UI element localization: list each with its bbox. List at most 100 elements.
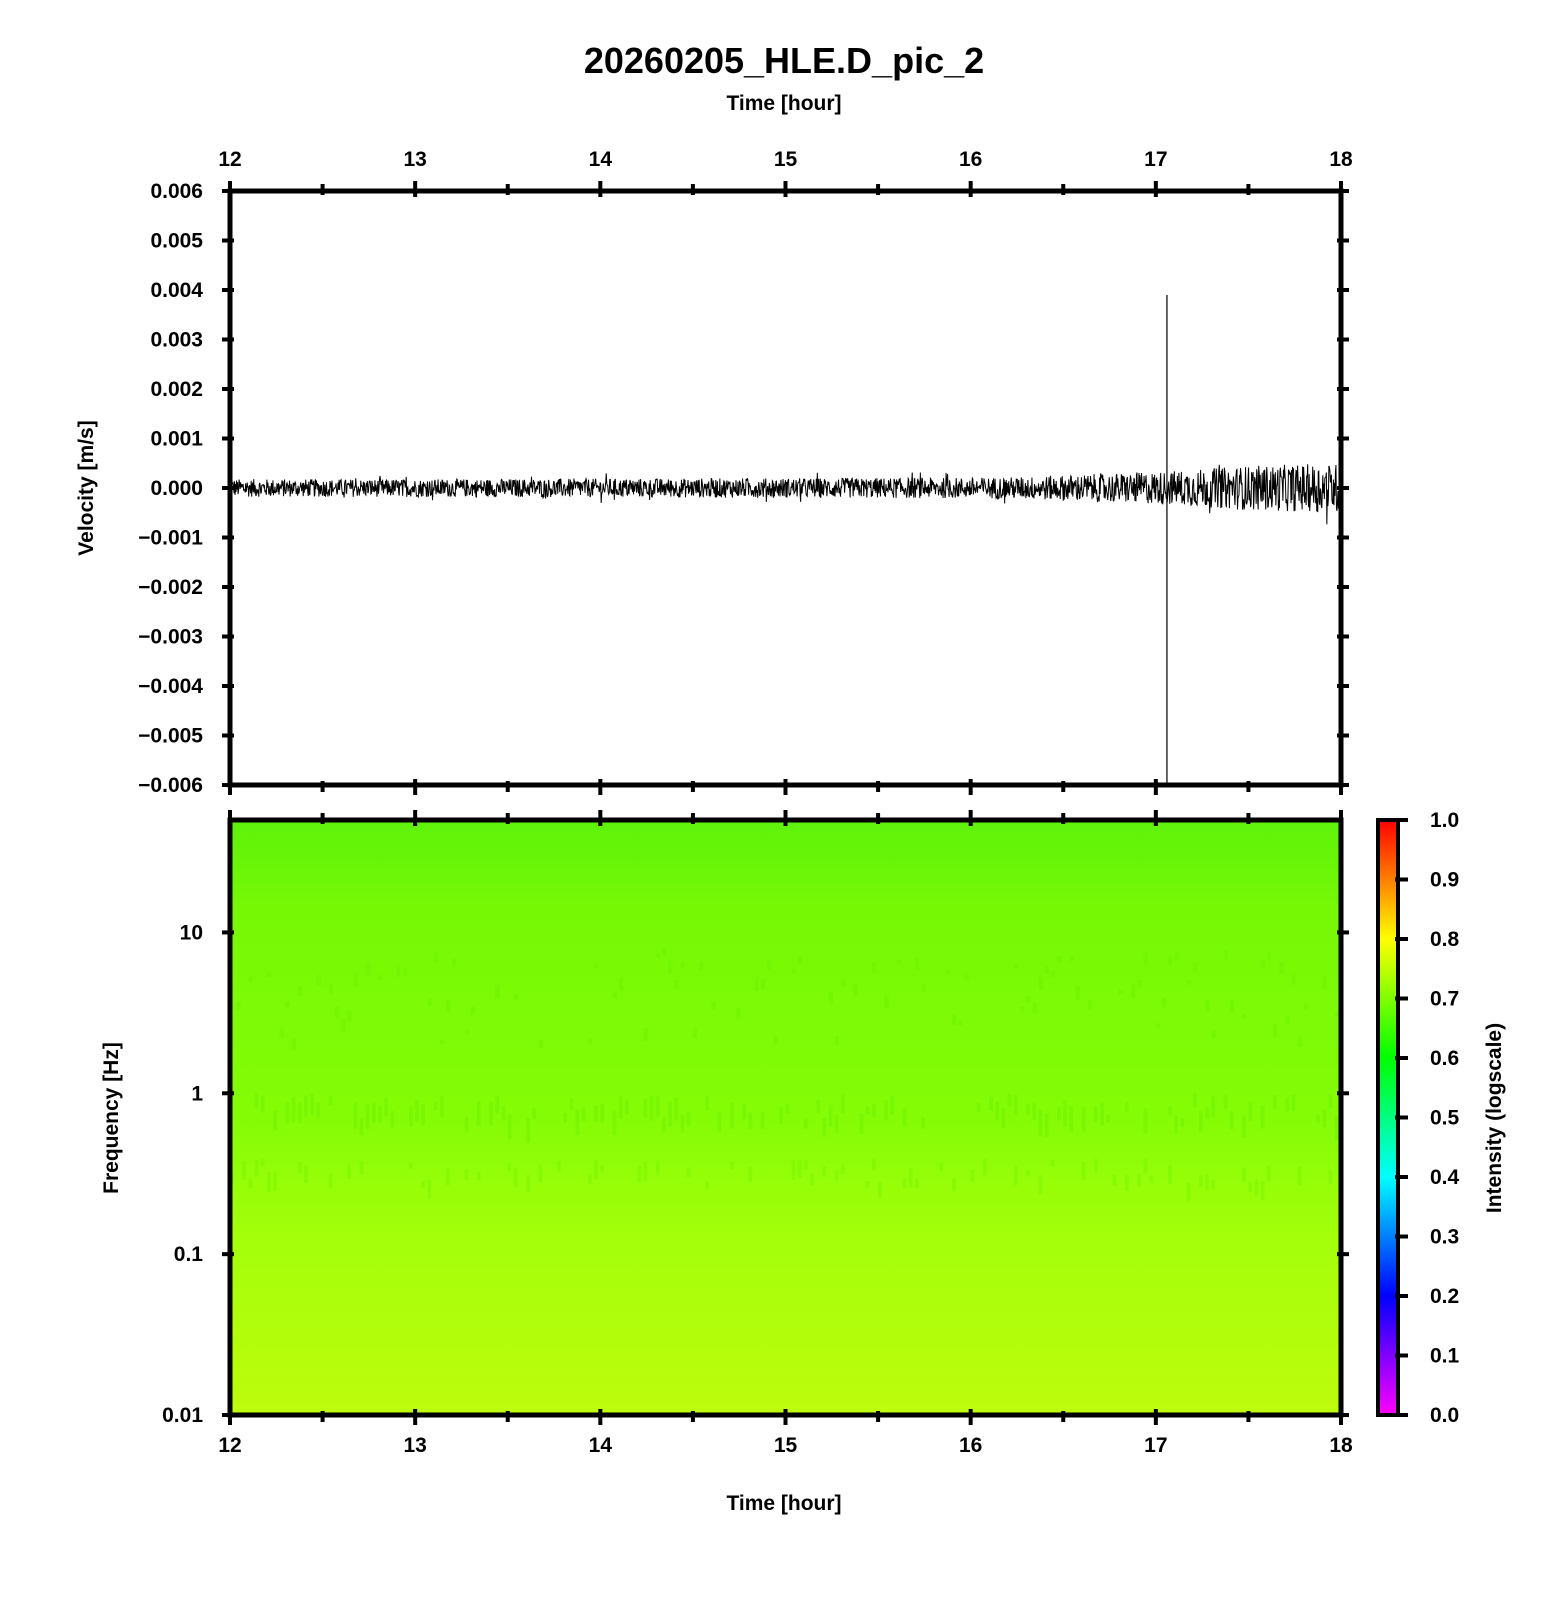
- spectrogram-speckle: [1174, 1115, 1178, 1134]
- spectrogram-speckle: [507, 1163, 512, 1172]
- spectrogram-speckle: [1260, 960, 1266, 968]
- spectrogram-speckle: [1026, 996, 1031, 1004]
- spectrogram-speckle: [600, 1103, 604, 1123]
- waveform-frame: [227, 188, 1344, 788]
- spectrogram-speckle: [1248, 1101, 1253, 1122]
- spectrogram-speckle: [896, 960, 901, 965]
- spectrogram-speckle: [341, 1018, 346, 1032]
- spectrogram-speckle: [409, 1162, 413, 1169]
- spectrogram-speckle: [643, 1161, 648, 1181]
- spectrogram-speckle: [1143, 952, 1148, 965]
- spectrogram-y-tick-label: 0.01: [162, 1404, 203, 1427]
- spectrogram-speckle: [1211, 1029, 1216, 1039]
- spectrogram-speckle: [291, 1097, 296, 1123]
- spectrogram-speckle: [421, 1104, 425, 1125]
- spectrogram-texture: [230, 948, 1340, 1202]
- waveform-y-tick-label: 0.006: [150, 180, 203, 203]
- waveform-top-tick-label: 12: [218, 148, 241, 171]
- colorbar-tick-label: 0.5: [1430, 1107, 1460, 1130]
- spectrogram-speckle: [316, 974, 321, 987]
- spectrogram-speckle: [890, 1095, 895, 1115]
- spectrogram-speckle: [754, 977, 759, 991]
- waveform-top-tick-label: 13: [403, 148, 426, 171]
- spectrogram-speckle: [1143, 1157, 1148, 1174]
- spectrogram-speckle: [686, 1112, 691, 1127]
- waveform-top-tick-label: 16: [959, 148, 982, 171]
- spectrogram-speckle: [1087, 1000, 1093, 1011]
- colorbar-ticks: 1.0 0.9 0.8 0.7 0.6 0.5 0.4 0.3 0.2 0.1 0.0: [1395, 809, 1460, 1427]
- spectrogram-speckle: [1322, 1109, 1327, 1128]
- spectrogram-speckle: [736, 1008, 741, 1020]
- spectrogram-speckle: [1229, 999, 1235, 1013]
- spectrogram-speckle: [804, 1118, 808, 1129]
- spectrogram-x-tick-label: 16: [959, 1434, 982, 1457]
- spectrogram-speckle: [760, 978, 766, 990]
- spectrogram-speckle: [655, 1095, 660, 1118]
- spectrogram-speckle: [378, 974, 383, 980]
- spectrogram-speckle: [902, 1178, 907, 1189]
- spectrogram-speckle: [433, 1101, 438, 1110]
- spectrogram-speckle: [791, 1160, 796, 1180]
- spectrogram-speckle: [1304, 1004, 1309, 1011]
- spectrogram-speckle: [625, 1099, 629, 1115]
- spectrogram-speckle: [1013, 1166, 1018, 1185]
- spectrogram-speckle: [452, 959, 457, 967]
- spectrogram-speckle: [372, 1102, 376, 1124]
- spectrogram-speckle: [470, 1006, 475, 1015]
- spectrogram-speckle: [365, 962, 371, 975]
- spectrogram-speckle: [915, 1178, 919, 1189]
- spectrogram-y-tick-label: 10: [180, 921, 203, 944]
- spectrogram-speckle: [384, 1097, 388, 1117]
- spectrogram-speckle: [976, 1102, 981, 1113]
- spectrogram-speckle: [1026, 1104, 1030, 1116]
- spectrogram-speckle: [581, 1107, 586, 1122]
- spectrogram-speckle: [841, 1164, 845, 1174]
- spectrogram-base: [230, 820, 1341, 1415]
- waveform-y-tick-label: 0.000: [150, 477, 203, 500]
- spectrogram-speckle: [1334, 1012, 1340, 1017]
- spectrogram-speckle: [797, 956, 803, 964]
- spectrogram-speckle: [1001, 1108, 1006, 1128]
- spectrogram-speckle: [1322, 976, 1327, 989]
- spectrogram-speckle: [1143, 1108, 1148, 1134]
- spectrogram-speckle: [297, 1102, 302, 1124]
- spectrogram-speckle: [1223, 950, 1228, 960]
- spectrogram-speckle: [1038, 977, 1043, 990]
- spectrogram-speckle: [433, 952, 438, 963]
- spectrogram-speckle: [594, 963, 599, 969]
- spectrogram-speckle: [1057, 1107, 1061, 1120]
- spectrogram-speckle: [643, 1098, 648, 1118]
- spectrogram-speckle: [1297, 1036, 1303, 1048]
- spectrogram-speckle: [1273, 1095, 1277, 1110]
- spectrogram-speckle: [822, 1117, 827, 1137]
- waveform-y-tick-label: 0.001: [150, 428, 203, 451]
- spectrogram-speckle: [409, 1106, 413, 1127]
- spectrogram-speckle: [1100, 1102, 1104, 1126]
- spectrogram-speckle: [884, 1100, 888, 1120]
- spectrogram-speckle: [1199, 1175, 1203, 1187]
- spectrogram-speckle: [1316, 1115, 1320, 1124]
- spectrogram-speckle: [871, 1158, 876, 1171]
- spectrogram-speckle: [1297, 1166, 1302, 1186]
- spectrogram-speckle: [297, 986, 303, 996]
- waveform-y-tick-labels: 0.006 0.005 0.004 0.003 0.002 0.001 0.000 −0.00…: [138, 180, 203, 797]
- spectrogram-speckle: [884, 995, 889, 1008]
- spectrogram-speckle: [316, 1103, 321, 1118]
- spectrogram-speckle: [495, 984, 500, 999]
- spectrogram-speckle: [557, 1161, 561, 1172]
- spectrogram-speckle: [538, 1040, 543, 1049]
- spectrogram-speckle: [655, 953, 661, 958]
- figure-title: 20260205_HLE.D_pic_2: [584, 40, 984, 81]
- spectrogram-speckle: [662, 1117, 666, 1132]
- waveform-y-tick-label: −0.001: [138, 527, 203, 550]
- colorbar: 1.0 0.9 0.8 0.7 0.6 0.5 0.4 0.3 0.2 0.1 0.0 Intens…: [1376, 809, 1506, 1427]
- spectrogram-speckle: [1174, 953, 1179, 961]
- spectrogram-speckle: [1020, 1006, 1025, 1012]
- spectrogram-speckle: [797, 1159, 802, 1179]
- spectrogram-speckle: [1186, 1182, 1191, 1202]
- spectrogram-x-tick-label: 12: [218, 1434, 241, 1457]
- spectrogram-speckle: [859, 1113, 864, 1134]
- spectrogram-speckle: [921, 1117, 925, 1129]
- colorbar-tick-label: 0.3: [1430, 1226, 1459, 1249]
- spectrogram-speckle: [1186, 980, 1191, 985]
